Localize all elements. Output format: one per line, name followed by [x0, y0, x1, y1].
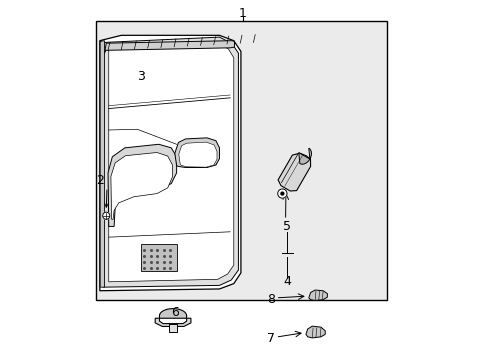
Text: 2: 2 — [96, 174, 103, 186]
Text: 5: 5 — [283, 220, 291, 233]
Polygon shape — [103, 37, 238, 287]
Polygon shape — [108, 44, 233, 282]
Polygon shape — [104, 41, 234, 53]
Polygon shape — [155, 318, 190, 327]
Polygon shape — [179, 142, 217, 167]
Polygon shape — [168, 324, 177, 332]
Polygon shape — [278, 153, 310, 191]
Polygon shape — [308, 290, 326, 300]
Text: 6: 6 — [170, 306, 179, 319]
Text: 7: 7 — [267, 333, 275, 346]
Text: 1: 1 — [238, 8, 246, 21]
Circle shape — [277, 189, 286, 198]
Polygon shape — [298, 148, 311, 164]
Polygon shape — [108, 144, 176, 226]
Text: 8: 8 — [267, 293, 275, 306]
Polygon shape — [100, 35, 241, 291]
Text: 4: 4 — [283, 275, 291, 288]
Text: 3: 3 — [137, 70, 144, 83]
Polygon shape — [305, 326, 325, 338]
Polygon shape — [111, 153, 172, 219]
Bar — [96, 21, 386, 300]
Polygon shape — [159, 309, 186, 318]
Circle shape — [102, 212, 110, 219]
Polygon shape — [175, 138, 219, 167]
Polygon shape — [141, 244, 176, 271]
Polygon shape — [100, 41, 104, 287]
Circle shape — [281, 192, 283, 195]
